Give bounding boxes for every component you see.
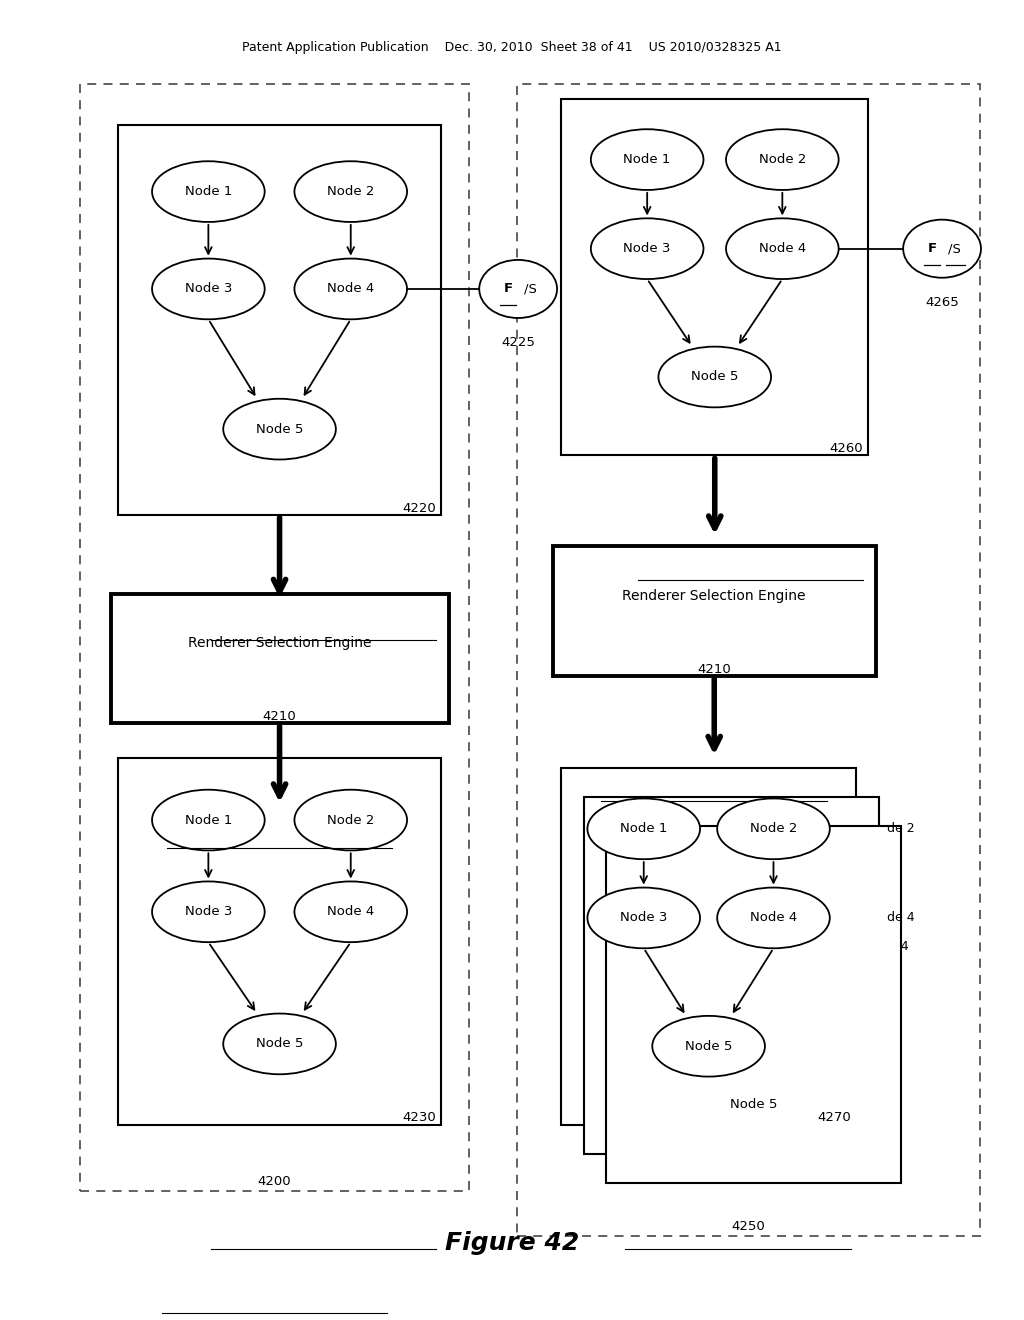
Text: Node 3: Node 3 (184, 282, 232, 296)
Text: Node 1: Node 1 (624, 153, 671, 166)
Ellipse shape (717, 799, 829, 859)
Text: Node 4: Node 4 (759, 242, 806, 255)
Ellipse shape (295, 161, 408, 222)
Text: Node 4: Node 4 (327, 282, 375, 296)
Text: Node 2: Node 2 (327, 813, 375, 826)
Ellipse shape (717, 887, 829, 948)
Text: Node 5: Node 5 (256, 422, 303, 436)
Ellipse shape (726, 218, 839, 279)
Ellipse shape (295, 789, 408, 850)
Text: Node 3: Node 3 (624, 242, 671, 255)
Ellipse shape (295, 882, 408, 942)
Text: Renderer Selection Engine: Renderer Selection Engine (623, 589, 806, 603)
Ellipse shape (223, 1014, 336, 1074)
Text: Renderer Selection Engine: Renderer Selection Engine (187, 636, 372, 651)
Ellipse shape (726, 129, 839, 190)
Text: Node 5: Node 5 (256, 1038, 303, 1051)
Ellipse shape (295, 259, 408, 319)
Text: /S: /S (524, 282, 537, 296)
Ellipse shape (152, 789, 264, 850)
Text: •••: ••• (823, 1096, 858, 1113)
Text: Node 4: Node 4 (327, 906, 375, 919)
Text: Node 3: Node 3 (184, 906, 232, 919)
Ellipse shape (152, 259, 264, 319)
Ellipse shape (479, 260, 557, 318)
Text: de 4: de 4 (887, 911, 914, 924)
Ellipse shape (591, 129, 703, 190)
Text: 4250: 4250 (732, 1220, 765, 1233)
Text: 4210: 4210 (697, 663, 731, 676)
Bar (80, 84, 469, 1191)
Bar (561, 768, 856, 1125)
Text: de 2: de 2 (887, 822, 914, 836)
Text: 4260: 4260 (829, 442, 863, 455)
Text: F: F (928, 242, 936, 255)
Bar (606, 826, 901, 1183)
Bar (111, 594, 449, 723)
Ellipse shape (658, 347, 771, 408)
Text: Node 5: Node 5 (691, 371, 738, 384)
Ellipse shape (152, 161, 264, 222)
Ellipse shape (588, 799, 700, 859)
Text: Node 5: Node 5 (685, 1040, 732, 1053)
Ellipse shape (223, 399, 336, 459)
Text: 4265: 4265 (926, 296, 958, 309)
Text: Node 2: Node 2 (759, 153, 806, 166)
Text: Node 2: Node 2 (327, 185, 375, 198)
Text: /S: /S (948, 242, 961, 255)
Text: Patent Application Publication    Dec. 30, 2010  Sheet 38 of 41    US 2010/03283: Patent Application Publication Dec. 30, … (243, 41, 781, 54)
Ellipse shape (652, 1016, 765, 1077)
Bar (118, 758, 441, 1125)
Text: 4270: 4270 (817, 1111, 851, 1125)
Ellipse shape (903, 219, 981, 277)
Ellipse shape (697, 1074, 810, 1135)
Text: Node 5: Node 5 (730, 1098, 777, 1111)
Text: 4225: 4225 (501, 337, 536, 350)
Text: Node 3: Node 3 (621, 911, 668, 924)
Text: Node 1: Node 1 (184, 813, 232, 826)
Text: 4200: 4200 (258, 1175, 291, 1188)
Bar (118, 125, 441, 515)
Ellipse shape (152, 882, 264, 942)
Text: Figure 42: Figure 42 (444, 1232, 580, 1255)
Text: Node 4: Node 4 (750, 911, 797, 924)
Text: 4230: 4230 (402, 1111, 436, 1125)
Bar (561, 99, 868, 455)
Ellipse shape (588, 887, 700, 948)
Text: Node 1: Node 1 (184, 185, 232, 198)
Ellipse shape (591, 218, 703, 279)
Text: e 4: e 4 (889, 940, 908, 953)
Bar (553, 546, 876, 676)
Text: Node 2: Node 2 (750, 822, 797, 836)
Text: 4220: 4220 (402, 502, 436, 515)
Text: Node 1: Node 1 (621, 822, 668, 836)
Text: 4210: 4210 (263, 710, 296, 723)
Bar (584, 797, 879, 1154)
Bar (517, 84, 980, 1236)
Text: F: F (504, 282, 512, 296)
